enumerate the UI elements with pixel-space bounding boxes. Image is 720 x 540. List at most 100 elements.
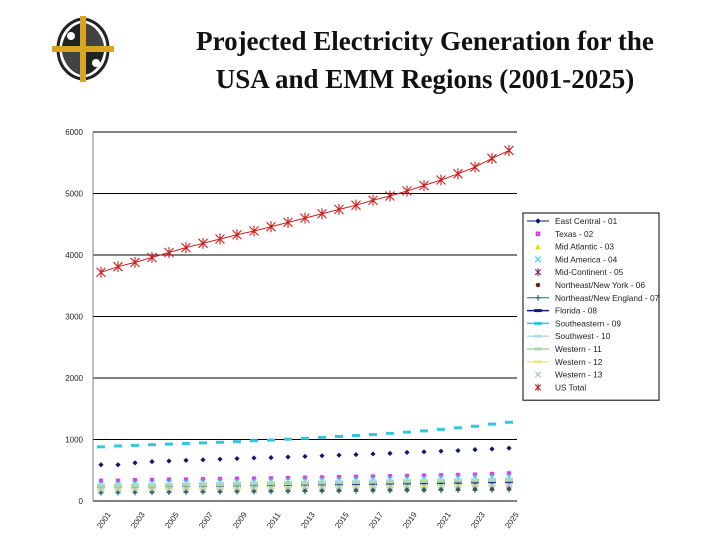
- series-13-point: [233, 485, 241, 492]
- legend-label: Western - 13: [555, 370, 603, 380]
- series-14-point: [453, 168, 463, 180]
- series-7-point: [302, 488, 308, 495]
- series-2-point: [285, 475, 291, 481]
- legend-label: Mid America - 04: [555, 254, 618, 264]
- series-1-point: [217, 456, 223, 462]
- series-2-point: [404, 473, 410, 478]
- series-14-point: [215, 233, 225, 245]
- y-tick-label: 5000: [65, 190, 83, 199]
- series-1-point: [387, 450, 393, 456]
- series-7-point: [370, 488, 376, 494]
- legend-label: East Central - 01: [555, 216, 618, 226]
- series-7-point: [217, 489, 223, 495]
- x-tick-label: 2023: [469, 510, 487, 530]
- series-13-point: [131, 486, 139, 493]
- series-14-point: [147, 251, 157, 263]
- series-1-point: [404, 449, 410, 456]
- series-14-point: [130, 256, 140, 268]
- series-2-point: [217, 476, 223, 481]
- series-14-point: [283, 216, 293, 228]
- series-14-point: [300, 212, 310, 224]
- legend-box: [522, 212, 660, 401]
- series-14-point: [368, 194, 378, 206]
- legend-label: Florida - 08: [555, 306, 597, 316]
- legend-swatch: [535, 231, 541, 237]
- title-line-1: Projected Electricity Generation for the: [196, 26, 654, 56]
- legend-swatch: [534, 256, 542, 263]
- series-2-point: [370, 474, 376, 479]
- series-13-point: [403, 483, 411, 490]
- series-1-point: [285, 454, 291, 460]
- series-14-point: [504, 144, 514, 156]
- series-2-point: [98, 478, 104, 483]
- series-13-point: [488, 482, 496, 489]
- series-7-point: [98, 490, 104, 496]
- series-13-point: [420, 483, 428, 490]
- legend-label: Southeastern - 09: [555, 318, 621, 328]
- series-2-point: [387, 473, 393, 479]
- series-2-point: [353, 474, 359, 479]
- series-2-point: [472, 472, 478, 477]
- y-tick-label: 1000: [65, 436, 83, 445]
- series-1-point: [370, 451, 376, 457]
- x-tick-label: 2025: [503, 510, 521, 530]
- series-13-point: [182, 485, 190, 493]
- series-1-point: [506, 445, 512, 451]
- series-7-point: [166, 489, 172, 495]
- series-1-point: [319, 453, 325, 459]
- series-1-point: [268, 455, 274, 461]
- series-14-point: [232, 229, 242, 241]
- series-13-point: [454, 483, 462, 490]
- y-tick-label: 3000: [65, 313, 83, 322]
- legend-label: Western - 12: [555, 357, 603, 367]
- series-7-point: [285, 488, 291, 495]
- x-tick-label: 2005: [163, 510, 181, 530]
- series-2-point: [234, 476, 240, 481]
- legend-swatch: [535, 282, 541, 288]
- series-2-point: [489, 471, 495, 477]
- logo-icon: [52, 16, 114, 82]
- legend-label: Southwest - 10: [555, 331, 611, 341]
- series-1-point: [353, 451, 359, 458]
- series-2-point: [421, 473, 427, 478]
- series-1-point: [166, 458, 172, 464]
- legend-swatch: [535, 218, 541, 224]
- series-7-point: [149, 489, 155, 496]
- series-13-point: [199, 485, 207, 492]
- series-7-point: [421, 487, 427, 494]
- series-2-point: [438, 473, 444, 478]
- series-1-point: [302, 453, 308, 460]
- series-2-point: [200, 477, 206, 482]
- series-13-point: [301, 484, 309, 491]
- legend-swatch: [534, 383, 542, 392]
- series-1-point: [455, 447, 461, 454]
- series-2-point: [336, 474, 342, 480]
- series-1-point: [234, 455, 240, 462]
- series-7-point: [404, 488, 410, 494]
- series-14-point: [198, 237, 208, 249]
- series-2-point: [506, 471, 512, 476]
- series-7-point: [489, 487, 495, 493]
- series-14-point: [487, 152, 497, 164]
- series-7-point: [472, 487, 478, 493]
- series-14-point: [164, 247, 174, 259]
- series-2-point: [319, 475, 325, 480]
- x-tick-label: 2015: [333, 510, 351, 530]
- series-13-point: [97, 486, 105, 493]
- series-14-point: [402, 185, 412, 197]
- legend-label: Western - 11: [555, 344, 602, 354]
- legend-label: Mid-Continent - 05: [555, 267, 624, 277]
- series-1-point: [336, 452, 342, 458]
- series-2-point: [268, 476, 274, 481]
- series-14-point: [113, 261, 123, 273]
- page-title: Projected Electricity Generation for the…: [130, 22, 720, 98]
- series-7-point: [336, 488, 342, 494]
- series-2-point: [166, 477, 172, 482]
- series-2-point: [183, 477, 189, 482]
- series-7-point: [234, 489, 240, 495]
- series-14-point: [181, 242, 191, 254]
- series-13-point: [318, 484, 326, 491]
- series-14-point: [266, 221, 276, 233]
- legend-label: Northeast/New England - 07: [555, 293, 660, 303]
